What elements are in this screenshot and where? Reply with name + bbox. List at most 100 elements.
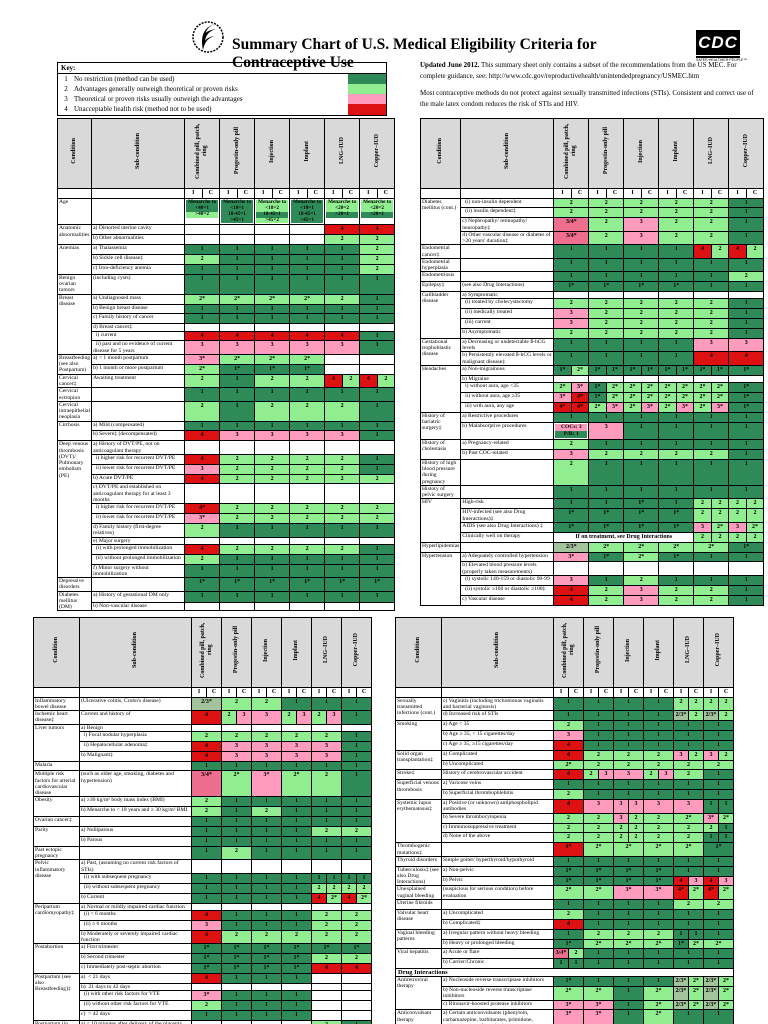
- table-row: Ischemic heart disease‡ Current and histo…: [33, 710, 372, 725]
- rating-cell: 2: [728, 271, 765, 283]
- rating-cell: 1: [289, 420, 326, 432]
- rating-cell: 1: [643, 719, 674, 731]
- table-row: c) Family history of cancer 1 1 1 1 1 1: [58, 313, 396, 325]
- rating-cell: 1: [191, 892, 222, 904]
- subcondition-cell: d) Other vascular disease or diabetes of…: [460, 230, 555, 246]
- rating-cell: 2: [251, 696, 282, 712]
- subcondition-cell: (ii) insulin dependent‡: [460, 207, 555, 219]
- rating-cell: 1: [583, 898, 614, 910]
- method-header-label: LNG–IUD: [338, 137, 345, 165]
- subcondition-cell: a) History of DVT/PE, not on anticoagula…: [91, 440, 186, 455]
- rating-cell: 4: [311, 892, 327, 904]
- table-row: Thrombogenic mutations‡ 4* 2* 2* 2* 2* 1*: [395, 842, 734, 857]
- rating-cell: 2: [693, 230, 730, 246]
- rating-cell: [359, 353, 396, 365]
- rating-cell: 1*: [281, 943, 312, 954]
- rating-cell: 1*: [219, 363, 256, 375]
- subcondition-cell: Simple goiter/ hyperthyroid/hypothyroid: [441, 855, 554, 867]
- rating-cell: 1: [251, 845, 282, 861]
- rating-cell: 1: [341, 770, 372, 798]
- rating-cell: 1: [643, 958, 674, 970]
- rating-cell: 1: [703, 928, 734, 940]
- table-row: Superficial venous thrombosis a) Varicose…: [395, 779, 734, 801]
- rating-cell: [221, 859, 252, 874]
- rating-cell: 1: [341, 872, 357, 884]
- rating-cell: 1: [673, 865, 704, 877]
- rating-cell: 1: [221, 872, 252, 884]
- rating-cell: 1: [718, 822, 734, 834]
- rating-cell: 1: [673, 1009, 704, 1024]
- cdc-logo-subtext: SAFER·HEALTHIER·PEOPLE™: [696, 56, 747, 62]
- table-row: (ii) without prolonged immobilization 2 1 1…: [58, 553, 396, 565]
- rating-cell: 3: [254, 340, 291, 355]
- rating-cell: 1: [613, 976, 644, 988]
- method-header-label: Combined pill, patch, ring: [564, 123, 578, 179]
- rating-cell: [221, 723, 252, 732]
- rating-cell: 2: [623, 207, 660, 219]
- rating-cell: 1: [289, 264, 326, 275]
- rating-cell: [658, 291, 695, 300]
- subcondition-cell: a) Non-pelvic: [441, 865, 554, 877]
- rating-cell: [219, 323, 256, 332]
- rating-cell: 1: [359, 313, 396, 325]
- method-header-label: Progestin-only pill: [233, 127, 240, 175]
- rating-cell: 1: [324, 420, 361, 432]
- rating-cell: 1: [673, 789, 704, 801]
- subcondition-cell: (i) < 6 months: [79, 909, 192, 921]
- rating-cell: 3: [219, 430, 256, 442]
- rating-cell: 1: [703, 1009, 734, 1024]
- table-row: Multiple risk factors for arterial cardi…: [33, 770, 372, 798]
- rating-cell: 2*: [221, 770, 252, 798]
- rating-cell: 4: [359, 373, 378, 389]
- rating-cell: 2*: [643, 842, 674, 857]
- rating-cell: 4: [553, 769, 584, 781]
- rating-cell: [219, 601, 256, 612]
- table-row: Tuberculosis‡ (see also Drug Interaction…: [395, 865, 734, 887]
- rating-cell: 1: [693, 421, 730, 441]
- rating-cell: [281, 859, 312, 874]
- rating-cell: 2: [289, 463, 326, 475]
- rating-cell: 2: [728, 508, 747, 523]
- rating-cell: 1*: [324, 577, 361, 592]
- rating-cell: 2*: [693, 541, 730, 553]
- table-row: b) Past COC-related 3 2 2 2 2 1: [421, 449, 765, 460]
- method-column-header: Injection: [251, 617, 282, 688]
- rating-cell: 2*: [688, 938, 704, 950]
- table-row: c) Ritonavir-boosted protease inhibitors…: [396, 999, 734, 1011]
- rating-cell: 2: [643, 928, 674, 940]
- rating-cell: 2: [251, 806, 282, 818]
- rating-cell: 2: [311, 929, 342, 945]
- rating-cell: 3: [728, 337, 765, 353]
- subcondition-cell: a) History of gestational DM only: [91, 590, 186, 603]
- table-row: HIV-infected (see also Drug Interactions…: [421, 508, 765, 523]
- rating-cell: 2: [311, 770, 342, 798]
- rating-cell: 1: [289, 590, 326, 603]
- rating-cell: 2: [221, 730, 252, 742]
- rating-cell: 2: [583, 822, 614, 834]
- rating-cell: 1: [251, 882, 282, 894]
- rating-cell: [281, 1019, 312, 1024]
- ic-label: I: [693, 188, 712, 199]
- method-column-header: Injection: [613, 617, 644, 688]
- ic-label: C: [266, 687, 282, 698]
- rating-cell: 2: [588, 298, 625, 310]
- table-row: Peripartum cardiomyopathy‡ a) Normal or m…: [33, 902, 372, 945]
- rating-cell: 2: [311, 882, 327, 894]
- table-row: Hypertension a) Adequately controlled hyp…: [419, 551, 765, 606]
- legend-item-number: 3: [64, 95, 68, 104]
- method-column-header: LNG–IUD: [693, 118, 730, 189]
- rating-cell: 2*: [693, 401, 712, 413]
- subcondition-header-label: Sub-condition: [503, 132, 510, 169]
- rating-cell: 2: [623, 328, 660, 339]
- rating-cell: [623, 374, 660, 384]
- rating-cell: 1: [728, 197, 765, 209]
- rating-cell: 2: [184, 254, 221, 266]
- rating-cell: 1: [583, 918, 614, 930]
- ic-label: I: [643, 687, 659, 698]
- rating-cell: 3: [613, 812, 629, 824]
- rating-cell: 2: [588, 449, 625, 460]
- rating-cell: 2: [613, 928, 644, 940]
- subcondition-cell: a) Distorted uterine cavity: [91, 224, 186, 236]
- rating-cell: 2: [553, 197, 590, 209]
- rating-cell: 1: [359, 543, 396, 555]
